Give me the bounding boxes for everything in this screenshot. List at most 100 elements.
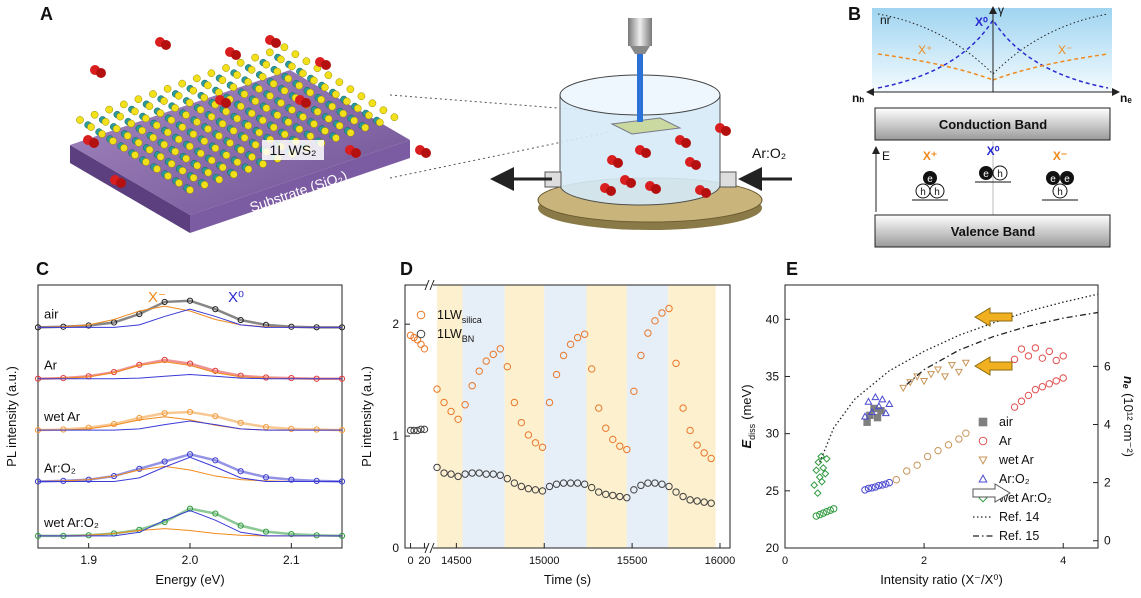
point: [819, 464, 828, 472]
s-atom: [226, 139, 234, 147]
o2-atom: [691, 160, 701, 170]
data-point: [313, 477, 320, 484]
layer-label: 1L WS₂: [270, 142, 317, 158]
hole-label: h: [1057, 187, 1063, 198]
axis-arrow: [974, 356, 1013, 376]
x-tick-label: 20: [418, 555, 430, 567]
point: [812, 466, 821, 475]
point: [672, 359, 680, 368]
s-atom: [167, 116, 176, 125]
s-atom: [145, 145, 154, 154]
data-point: [186, 408, 194, 416]
point: [700, 498, 708, 506]
point: [531, 486, 540, 494]
point: [496, 471, 504, 479]
exciton-label: X⁰: [987, 144, 1000, 158]
panel-b: nr X⁰ γ X⁺ X⁻ nₕ nₑ Conduction Band E X⁺…: [852, 3, 1132, 248]
s-atom: [189, 130, 198, 139]
zoom-line: [389, 94, 611, 113]
x-tick-label: 15000: [529, 555, 560, 567]
valence-band: [874, 214, 1111, 248]
point: [454, 472, 462, 481]
point: [878, 395, 887, 403]
point: [954, 368, 963, 377]
axis-arrow: [972, 483, 1011, 503]
y-tick-label: 1: [392, 429, 399, 443]
s-atom: [119, 100, 128, 109]
s-atom: [251, 140, 260, 149]
data-point: [186, 297, 194, 304]
electron-label: e: [1050, 174, 1056, 185]
data-point: [186, 360, 194, 367]
panel-letter: E: [786, 259, 798, 279]
exciton-fit: [38, 373, 342, 380]
point: [961, 359, 970, 367]
s-atom: [145, 102, 154, 111]
s-atom: [185, 98, 194, 107]
point: [1017, 397, 1026, 405]
s-atom: [141, 114, 150, 123]
s-atom: [335, 78, 344, 87]
s-atom: [178, 123, 187, 132]
point: [651, 317, 659, 325]
s-atom: [309, 76, 318, 85]
s-atom: [339, 109, 348, 118]
point: [566, 479, 575, 487]
point: [420, 345, 429, 353]
point: [616, 442, 624, 450]
point: [875, 481, 883, 490]
s-atom: [258, 116, 267, 125]
legend-marker: [978, 474, 988, 483]
s-atom: [306, 132, 315, 141]
data-point: [161, 410, 168, 417]
legend-entry: wet Ar:O₂: [998, 491, 1052, 505]
o2-atom: [301, 98, 311, 108]
point: [672, 488, 680, 496]
s-atom: [207, 69, 216, 78]
point: [602, 490, 610, 498]
point: [885, 399, 894, 407]
point: [885, 478, 894, 487]
data-point: [262, 528, 270, 535]
o2-atom: [321, 60, 331, 70]
point: [812, 512, 820, 520]
point: [817, 452, 826, 461]
s-atom: [233, 114, 242, 123]
s-atom: [87, 123, 95, 131]
point: [413, 426, 422, 435]
hole-label: h: [934, 187, 940, 198]
electron: [1046, 171, 1060, 185]
o2-atom: [89, 138, 99, 148]
s-atom: [240, 90, 249, 99]
band: [586, 285, 627, 548]
point: [686, 426, 694, 435]
s-atom: [255, 85, 263, 93]
data-point: [212, 367, 219, 374]
s-atom: [244, 121, 253, 130]
point: [503, 362, 512, 371]
x-tick-label: 15500: [617, 555, 648, 567]
point: [461, 470, 469, 478]
point: [955, 435, 963, 443]
point: [816, 510, 824, 519]
s-atom: [142, 158, 150, 166]
axis-label: Ediss (meV): [739, 384, 757, 448]
legend-marker: [416, 310, 426, 320]
legend-name: wet Ar: [998, 453, 1034, 467]
point: [503, 474, 512, 483]
legend-name: wet Ar:O₂: [998, 491, 1052, 505]
data-point: [237, 522, 244, 529]
point: [814, 458, 823, 467]
s-atom: [302, 57, 311, 66]
point: [1038, 383, 1047, 391]
s-atom: [251, 53, 260, 62]
s-atom: [131, 151, 139, 159]
o2-atom: [701, 188, 711, 198]
s-atom: [364, 111, 373, 120]
panel-letter: D: [400, 259, 413, 279]
data-point: [288, 323, 295, 330]
point: [468, 469, 476, 477]
trion-plus-label: X⁺: [918, 43, 932, 57]
s-atom: [313, 107, 322, 116]
s-atom: [178, 166, 187, 175]
